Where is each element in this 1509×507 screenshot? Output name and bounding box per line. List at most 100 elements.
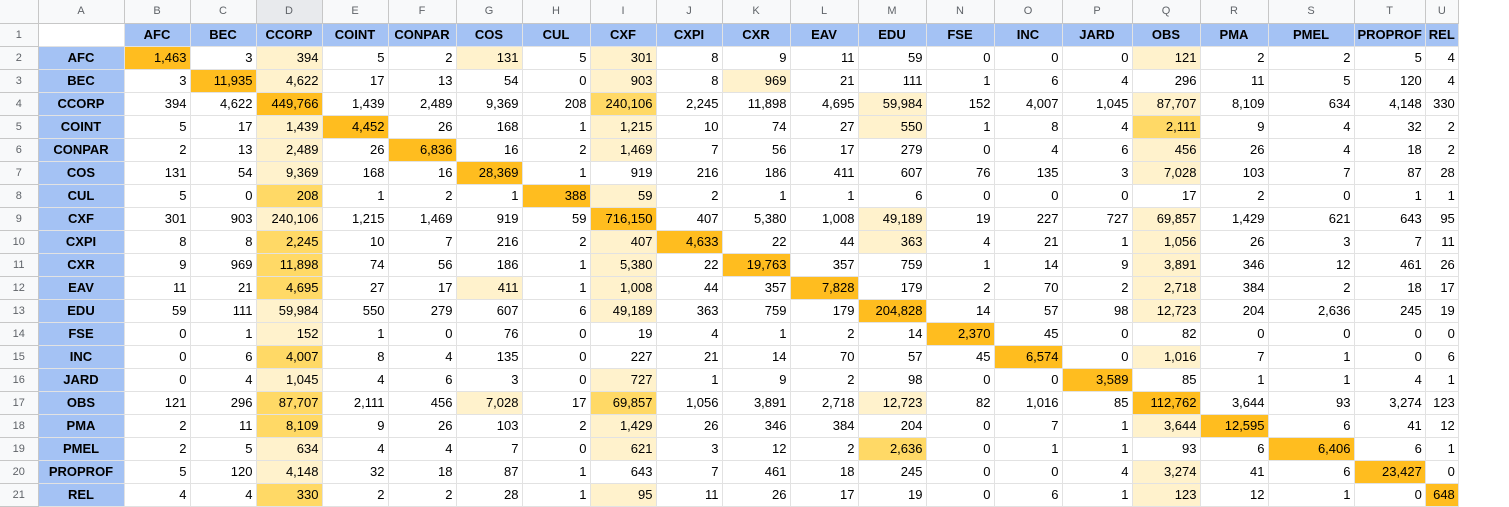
row-number[interactable]: 19 bbox=[0, 437, 39, 461]
row-number[interactable]: 12 bbox=[0, 276, 39, 300]
table-cell[interactable]: 0 bbox=[994, 46, 1063, 70]
table-cell[interactable]: 10 bbox=[322, 230, 389, 254]
table-cell[interactable]: 388 bbox=[522, 184, 591, 208]
table-cell[interactable]: 1 bbox=[522, 276, 591, 300]
table-cell[interactable]: 28 bbox=[1425, 161, 1459, 185]
table-cell[interactable]: 0 bbox=[926, 184, 995, 208]
table-cell[interactable]: 5,380 bbox=[722, 207, 791, 231]
table-cell[interactable]: 59,984 bbox=[256, 299, 323, 323]
table-cell[interactable]: 759 bbox=[858, 253, 927, 277]
table-cell[interactable]: 240,106 bbox=[590, 92, 657, 116]
table-cell[interactable]: 4 bbox=[1354, 368, 1426, 392]
row-number[interactable]: 3 bbox=[0, 69, 39, 93]
column-header-s[interactable]: S bbox=[1268, 0, 1355, 24]
table-cell[interactable]: 301 bbox=[124, 207, 191, 231]
table-cell[interactable]: 357 bbox=[722, 276, 791, 300]
column-header-h[interactable]: H bbox=[522, 0, 591, 24]
table-cell[interactable]: 1 bbox=[1062, 230, 1133, 254]
table-cell[interactable]: 0 bbox=[926, 414, 995, 438]
table-cell[interactable]: 168 bbox=[456, 115, 523, 139]
table-cell[interactable]: 394 bbox=[256, 46, 323, 70]
table-cell[interactable]: 204 bbox=[1200, 299, 1269, 323]
table-cell[interactable]: 0 bbox=[124, 368, 191, 392]
table-cell[interactable]: 2 bbox=[926, 276, 995, 300]
table-cell[interactable]: 4 bbox=[124, 483, 191, 507]
table-cell[interactable]: 1,215 bbox=[322, 207, 389, 231]
row-label-cell[interactable]: CXF bbox=[38, 207, 125, 231]
column-label-cell[interactable]: CXR bbox=[722, 23, 791, 47]
table-cell[interactable]: 550 bbox=[858, 115, 927, 139]
select-all-corner[interactable] bbox=[0, 0, 39, 24]
table-cell[interactable]: 2,636 bbox=[858, 437, 927, 461]
row-number[interactable]: 5 bbox=[0, 115, 39, 139]
table-cell[interactable]: 3 bbox=[456, 368, 523, 392]
table-cell[interactable]: 0 bbox=[1425, 460, 1459, 484]
table-cell[interactable]: 12 bbox=[1425, 414, 1459, 438]
table-cell[interactable]: 643 bbox=[1354, 207, 1426, 231]
table-cell[interactable]: 26 bbox=[322, 138, 389, 162]
column-label-cell[interactable]: PMEL bbox=[1268, 23, 1355, 47]
table-cell[interactable]: 95 bbox=[1425, 207, 1459, 231]
column-header-q[interactable]: Q bbox=[1132, 0, 1201, 24]
row-label-cell[interactable]: PMEL bbox=[38, 437, 125, 461]
table-cell[interactable]: 1 bbox=[656, 368, 723, 392]
table-cell[interactable]: 120 bbox=[1354, 69, 1426, 93]
table-cell[interactable]: 21 bbox=[656, 345, 723, 369]
table-cell[interactable]: 19 bbox=[858, 483, 927, 507]
table-cell[interactable]: 1 bbox=[322, 322, 389, 346]
row-label-cell[interactable]: COS bbox=[38, 161, 125, 185]
table-cell[interactable]: 17 bbox=[190, 115, 257, 139]
table-cell[interactable]: 648 bbox=[1425, 483, 1459, 507]
row-label-cell[interactable]: BEC bbox=[38, 69, 125, 93]
table-cell[interactable]: 5 bbox=[124, 115, 191, 139]
table-cell[interactable]: 346 bbox=[1200, 253, 1269, 277]
table-cell[interactable]: 0 bbox=[1200, 322, 1269, 346]
table-cell[interactable]: 3 bbox=[190, 46, 257, 70]
table-cell[interactable]: 2 bbox=[656, 184, 723, 208]
table-cell[interactable]: 296 bbox=[1132, 69, 1201, 93]
table-cell[interactable]: 2 bbox=[124, 414, 191, 438]
table-cell[interactable]: 56 bbox=[388, 253, 457, 277]
row-label-cell[interactable]: CUL bbox=[38, 184, 125, 208]
table-cell[interactable]: 0 bbox=[926, 46, 995, 70]
table-cell[interactable]: 0 bbox=[926, 483, 995, 507]
table-cell[interactable]: 98 bbox=[858, 368, 927, 392]
table-cell[interactable]: 5 bbox=[322, 46, 389, 70]
table-cell[interactable]: 1,439 bbox=[256, 115, 323, 139]
table-cell[interactable]: 1 bbox=[190, 322, 257, 346]
table-cell[interactable]: 5 bbox=[124, 460, 191, 484]
table-cell[interactable]: 2,489 bbox=[256, 138, 323, 162]
table-cell[interactable]: 6 bbox=[1200, 437, 1269, 461]
table-cell[interactable]: 2 bbox=[522, 138, 591, 162]
table-cell[interactable]: 45 bbox=[994, 322, 1063, 346]
table-cell[interactable]: 6 bbox=[190, 345, 257, 369]
table-cell[interactable]: 1,056 bbox=[656, 391, 723, 415]
table-cell[interactable]: 0 bbox=[124, 345, 191, 369]
table-cell[interactable]: 186 bbox=[456, 253, 523, 277]
column-label-cell[interactable]: CONPAR bbox=[388, 23, 457, 47]
blank-corner-cell[interactable] bbox=[38, 23, 125, 47]
table-cell[interactable]: 5 bbox=[190, 437, 257, 461]
table-cell[interactable]: 8 bbox=[656, 46, 723, 70]
row-number[interactable]: 4 bbox=[0, 92, 39, 116]
table-cell[interactable]: 6 bbox=[1268, 460, 1355, 484]
table-cell[interactable]: 8 bbox=[656, 69, 723, 93]
column-header-i[interactable]: I bbox=[590, 0, 657, 24]
table-cell[interactable]: 9,369 bbox=[456, 92, 523, 116]
table-cell[interactable]: 0 bbox=[522, 437, 591, 461]
table-cell[interactable]: 0 bbox=[1062, 46, 1133, 70]
table-cell[interactable]: 7,028 bbox=[1132, 161, 1201, 185]
table-cell[interactable]: 607 bbox=[858, 161, 927, 185]
table-cell[interactable]: 74 bbox=[722, 115, 791, 139]
table-cell[interactable]: 1,429 bbox=[1200, 207, 1269, 231]
table-cell[interactable]: 93 bbox=[1268, 391, 1355, 415]
table-cell[interactable]: 216 bbox=[456, 230, 523, 254]
table-cell[interactable]: 7 bbox=[1354, 230, 1426, 254]
table-cell[interactable]: 4,007 bbox=[994, 92, 1063, 116]
table-cell[interactable]: 4 bbox=[1062, 115, 1133, 139]
table-cell[interactable]: 4 bbox=[1425, 46, 1459, 70]
table-cell[interactable]: 5,380 bbox=[590, 253, 657, 277]
table-cell[interactable]: 32 bbox=[1354, 115, 1426, 139]
table-cell[interactable]: 0 bbox=[1354, 345, 1426, 369]
table-cell[interactable]: 57 bbox=[994, 299, 1063, 323]
